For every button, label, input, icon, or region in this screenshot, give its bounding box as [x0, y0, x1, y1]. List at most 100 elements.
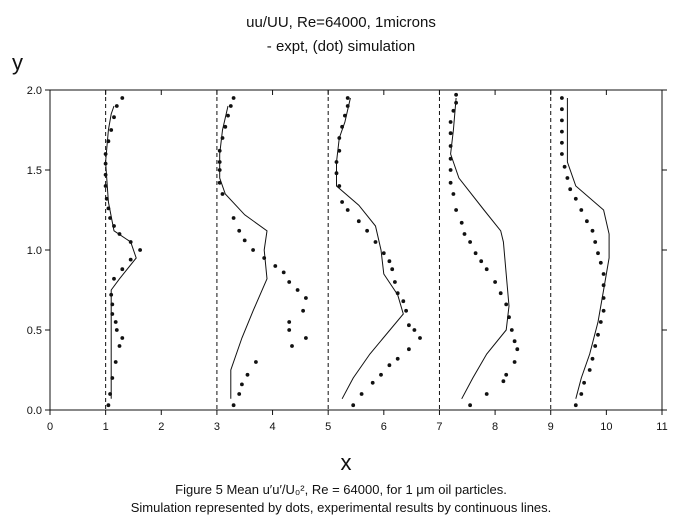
x-tick-label: 11 [656, 421, 667, 433]
simulation-dot-profile-5 [560, 152, 564, 156]
simulation-dot-profile-5 [587, 368, 592, 372]
simulation-dot-profile-1 [106, 139, 111, 144]
simulation-dot-profile-5 [560, 140, 564, 145]
simulation-dot-profile-2 [273, 264, 278, 268]
simulation-dot-profile-1 [110, 312, 115, 316]
simulation-dot-profile-4 [484, 267, 489, 272]
simulation-dot-profile-2 [228, 104, 233, 108]
simulation-dot-profile-4 [448, 131, 453, 136]
simulation-dot-profile-1 [103, 184, 108, 188]
simulation-dot-profile-1 [108, 216, 112, 220]
simulation-dot-profile-2 [231, 216, 236, 220]
simulation-dot-profile-3 [407, 323, 411, 328]
simulation-dot-profile-4 [454, 208, 458, 212]
simulation-dot-profile-2 [287, 280, 292, 284]
simulation-dot-profile-2 [226, 113, 230, 118]
simulation-dot-profile-5 [585, 219, 589, 224]
simulation-dot-profile-3 [412, 328, 417, 332]
x-tick-label: 9 [548, 421, 554, 433]
simulation-dot-profile-5 [560, 107, 564, 112]
experiment-line-profile-4 [450, 97, 510, 400]
simulation-dot-profile-3 [345, 208, 350, 212]
simulation-dot-profile-1 [103, 172, 108, 177]
simulation-dot-profile-4 [515, 347, 520, 352]
simulation-dot-profile-1 [120, 336, 125, 340]
x-tick-label: 0 [47, 421, 53, 433]
simulation-dot-profile-5 [560, 118, 564, 123]
simulation-dot-profile-5 [596, 332, 600, 337]
simulation-dot-profile-4 [501, 379, 506, 384]
x-tick-label: 5 [325, 421, 331, 433]
simulation-dot-profile-1 [113, 360, 118, 364]
simulation-dot-profile-4 [448, 156, 453, 161]
simulation-dot-profile-2 [217, 180, 222, 185]
experiment-line-profile-3 [336, 97, 404, 400]
experiment-line-profile-2 [219, 105, 268, 399]
simulation-dot-profile-3 [365, 228, 369, 233]
simulation-dot-profile-2 [295, 288, 300, 292]
simulation-dot-profile-5 [573, 196, 578, 201]
simulation-dot-profile-3 [390, 267, 395, 272]
simulation-dot-profile-3 [334, 171, 339, 176]
simulation-dot-profile-4 [493, 280, 497, 284]
simulation-dot-profile-1 [112, 276, 116, 281]
simulation-dot-profile-5 [601, 283, 606, 288]
simulation-dot-profile-2 [304, 336, 308, 340]
y-tick-label: 2.0 [27, 85, 42, 97]
simulation-dot-profile-5 [568, 187, 573, 192]
simulation-dot-profile-1 [109, 128, 114, 132]
simulation-dot-profile-2 [290, 344, 294, 348]
simulation-dot-profile-2 [217, 168, 222, 172]
simulation-dot-profile-3 [343, 113, 347, 118]
simulation-dot-profile-2 [251, 248, 256, 252]
x-tick-label: 1 [103, 421, 109, 433]
x-tick-label: 3 [214, 421, 220, 433]
simulation-dot-profile-5 [573, 403, 578, 408]
simulation-dot-profile-4 [448, 180, 453, 185]
simulation-dot-profile-4 [459, 220, 464, 225]
simulation-dot-profile-3 [387, 259, 392, 264]
simulation-dot-profile-2 [217, 148, 222, 153]
simulation-dot-profile-2 [254, 360, 258, 364]
simulation-dot-profile-3 [407, 347, 411, 352]
simulation-dot-profile-5 [593, 240, 598, 244]
simulation-dot-profile-3 [373, 240, 378, 244]
simulation-dot-profile-4 [454, 100, 458, 105]
simulation-dot-profile-3 [418, 336, 422, 340]
simulation-dot-profile-1 [106, 206, 111, 211]
simulation-dot-profile-2 [281, 270, 286, 275]
simulation-dot-profile-2 [301, 308, 305, 313]
simulation-dot-profile-1 [117, 232, 122, 236]
figure-caption-line-2: Simulation represented by dots, experime… [130, 500, 552, 515]
simulation-dot-profile-1 [110, 302, 115, 307]
simulation-dot-profile-4 [468, 240, 472, 244]
simulation-dot-profile-2 [245, 372, 250, 377]
simulation-dot-profile-4 [473, 251, 478, 256]
simulation-dot-profile-1 [106, 403, 111, 408]
x-tick-label: 6 [381, 421, 387, 433]
simulation-dot-profile-1 [109, 292, 114, 297]
simulation-dot-profile-5 [601, 272, 606, 276]
simulation-dot-profile-1 [104, 196, 109, 201]
figure-caption-line-1: Figure 5 Mean u′u′/U₀², Re = 64000, for … [175, 482, 507, 497]
simulation-dot-profile-4 [451, 108, 456, 113]
simulation-dot-profile-3 [359, 392, 364, 396]
simulation-dot-profile-5 [582, 380, 586, 385]
simulation-dot-profile-5 [579, 392, 584, 396]
simulation-dot-profile-1 [114, 104, 119, 108]
simulation-dot-profile-3 [404, 308, 408, 313]
simulation-dot-profile-1 [138, 248, 143, 252]
simulation-dot-profile-1 [128, 240, 133, 244]
simulation-dot-profile-3 [337, 184, 342, 188]
simulation-dot-profile-1 [120, 96, 125, 100]
simulation-dot-profile-2 [240, 382, 244, 387]
simulation-dot-profile-1 [112, 115, 116, 120]
simulation-dot-profile-1 [112, 224, 116, 228]
y-axis-label: y [12, 50, 23, 75]
y-tick-label: 0.5 [27, 325, 42, 337]
simulation-dot-profile-5 [590, 228, 595, 233]
simulation-dot-profile-5 [601, 308, 606, 313]
simulation-dot-profile-4 [512, 339, 517, 344]
simulation-dot-profile-3 [387, 363, 392, 368]
